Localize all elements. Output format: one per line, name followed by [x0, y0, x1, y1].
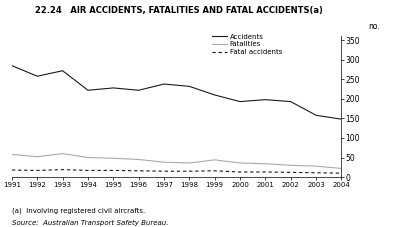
Legend: Accidents, Fatalities, Fatal accidents: Accidents, Fatalities, Fatal accidents: [212, 34, 282, 55]
Text: no.: no.: [368, 22, 380, 31]
Text: Source:  Australian Transport Safety Bureau.: Source: Australian Transport Safety Bure…: [12, 220, 168, 226]
Text: 22.24   AIR ACCIDENTS, FATALITIES AND FATAL ACCIDENTS(a): 22.24 AIR ACCIDENTS, FATALITIES AND FATA…: [35, 6, 323, 15]
Text: (a)  Involving registered civil aircrafts.: (a) Involving registered civil aircrafts…: [12, 208, 145, 214]
